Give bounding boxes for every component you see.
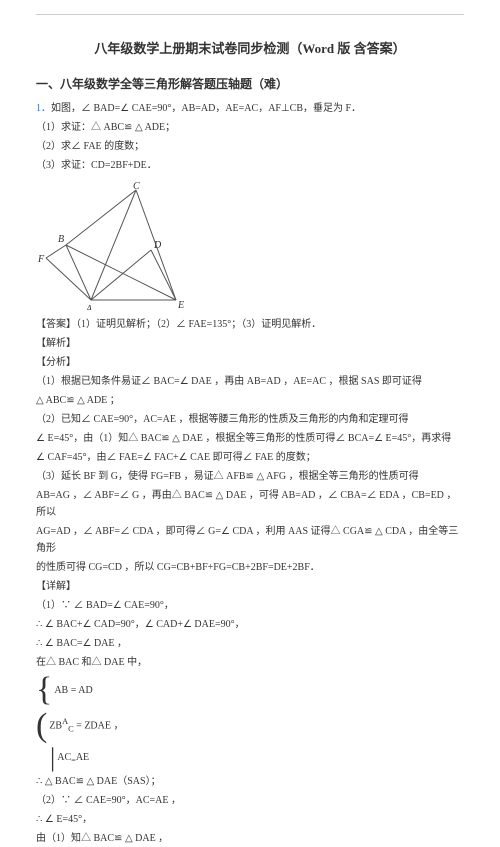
xj-l1: （1）∵ ∠ BAD=∠ CAE=90°， <box>36 597 464 614</box>
fenxi-p3a: （3）延长 BF 到 G，使得 FG=FB ，易证△ AFB≌ △ AFG ，根… <box>36 468 464 485</box>
xiangjie-label: 【详解】 <box>36 578 464 595</box>
fenxi-p2c: ∠ CAF=45°，由∠ FAE=∠ FAC+∠ CAE 即可得∠ FAE 的度… <box>36 449 464 466</box>
fenxi-p3d: 的性质可得 CG=CD ，所以 CG=CB+BF+FG=CB+2BF=DE+2B… <box>36 559 464 576</box>
answer-text: （1）证明见解析；（2）∠ FAE=135°；（3）证明见解析． <box>76 319 321 330</box>
fenxi-label: 【分析】 <box>36 354 464 371</box>
jiexi-label: 【解析】 <box>36 335 464 352</box>
brace3-content: AC=AE <box>57 751 89 767</box>
fenxi-p2b: ∠ E=45°，由（1）知△ BAC≌ △ DAE ，根据全等三角形的性质可得∠… <box>36 430 464 447</box>
fenxi-p1a: （1）根据已知条件易证∠ BAC=∠ DAE ，再由 AB=AD ，AE=AC … <box>36 373 464 390</box>
xj-l7: ∴ ∠ E=45°， <box>36 811 464 828</box>
brace-line-2: ( ZBAC = ZDAE ， <box>36 709 464 743</box>
b3-top: AC <box>57 752 71 763</box>
b2-left: ZB <box>49 721 62 732</box>
doc-title: 八年级数学上册期末试卷同步检测（Word 版 含答案） <box>36 38 464 60</box>
geometry-figure: A B C D E F <box>36 180 464 310</box>
section-heading: 一、八年级数学全等三角形解答题压轴题（难） <box>36 74 464 94</box>
b2-comma: ， <box>111 721 124 732</box>
xj-l4: 在△ BAC 和△ DAE 中， <box>36 654 464 671</box>
q1-sub3: （3）求证：CD=2BF+DE． <box>36 157 464 174</box>
label-E: E <box>177 300 184 310</box>
q1-number: 1． <box>36 103 51 114</box>
answer-line: 【答案】（1）证明见解析；（2）∠ FAE=135°；（3）证明见解析． <box>36 316 464 333</box>
q1-stem-text: 如图，∠ BAD=∠ CAE=90°，AB=AD，AE=AC，AF⊥CB，垂足为… <box>51 103 361 114</box>
xj-l8: 由（1）知△ BAC≌ △ DAE ， <box>36 830 464 847</box>
b2-right: ZDAE <box>84 721 111 732</box>
label-F: F <box>37 254 45 265</box>
xj-l3: ∴ ∠ BAC=∠ DAE ， <box>36 635 464 652</box>
brace-icon: { <box>36 673 52 707</box>
xj-l2: ∴ ∠ BAC+∠ CAD=90°，∠ CAD+∠ DAE=90°， <box>36 616 464 633</box>
xj-l5: ∴ △ BAC≌ △ DAE（SAS）； <box>36 773 464 790</box>
q1-sub1: （1）求证：△ ABC≌ △ ADE； <box>36 119 464 136</box>
fenxi-p2a: （2）已知∠ CAE=90°，AC=AE ，根据等腰三角形的性质及三角形的内角和… <box>36 411 464 428</box>
fenxi-p3c: AG=AD ，∠ ABF=∠ CDA ，即可得∠ G=∠ CDA ，利用 AAS… <box>36 523 464 557</box>
answer-label: 【答案】 <box>36 319 76 330</box>
q1-sub2: （2）求∠ FAE 的度数； <box>36 138 464 155</box>
label-D: D <box>153 240 162 251</box>
fenxi-p1b: △ ABC≌ △ ADE ； <box>36 392 464 409</box>
paren-icon: ( <box>36 709 47 743</box>
brace-line-3: | AC=AE <box>36 745 464 771</box>
b3-bot: AE <box>76 752 89 763</box>
fenxi-p3b: AB=AG ，∠ ABF=∠ G ，再由△ BAC≌ △ DAE ，可得 AB=… <box>36 487 464 521</box>
label-B: B <box>58 234 64 245</box>
brace-line-1: { AB = AD <box>36 673 464 707</box>
top-rule <box>36 14 464 15</box>
label-A: A <box>85 304 93 310</box>
brace1-content: AB = AD <box>54 684 92 697</box>
vert-bar-icon: | <box>50 745 55 771</box>
label-C: C <box>133 181 140 192</box>
q1-stem: 1．如图，∠ BAD=∠ CAE=90°，AB=AD，AE=AC，AF⊥CB，垂… <box>36 100 464 117</box>
b2-eq: = <box>74 721 85 732</box>
brace2-content: ZBAC = ZDAE ， <box>49 717 123 735</box>
xj-l6: （2）∵ ∠ CAE=90°，AC=AE ， <box>36 792 464 809</box>
